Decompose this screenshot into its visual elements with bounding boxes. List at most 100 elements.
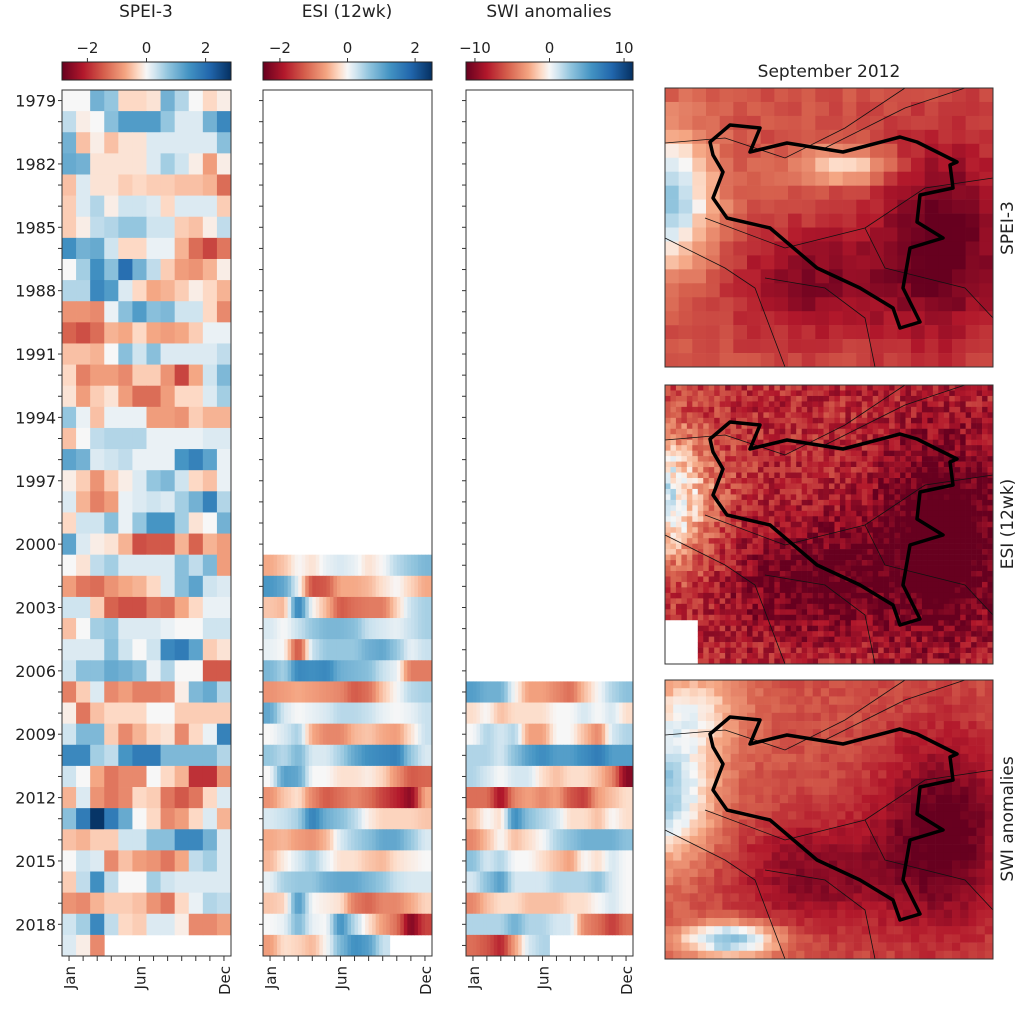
heatmap-cell: [570, 808, 574, 830]
heatmap-cell: [291, 808, 295, 830]
map-cell: [698, 609, 704, 615]
map-cell: [698, 631, 704, 637]
heatmap-cell: [274, 787, 278, 809]
map-cell: [692, 228, 706, 242]
heatmap-cell: [298, 639, 302, 661]
map-cell: [692, 445, 698, 451]
map-cell: [845, 516, 851, 522]
heatmap-cell: [623, 914, 627, 936]
map-cell: [665, 582, 671, 588]
heatmap-cell: [518, 724, 522, 746]
map-cell: [867, 576, 873, 582]
heatmap-cell: [588, 745, 592, 767]
map-cell: [851, 533, 857, 539]
map-cell: [747, 456, 753, 462]
heatmap-cell: [404, 597, 408, 619]
map-cell: [925, 214, 939, 228]
heatmap-cell: [217, 491, 231, 513]
map-cell: [752, 385, 758, 391]
heatmap-cell: [189, 343, 203, 365]
map-cell: [788, 269, 802, 283]
map-cell: [815, 200, 829, 214]
map-cell: [709, 598, 715, 604]
map-cell: [966, 186, 980, 200]
heatmap-cell: [553, 724, 557, 746]
map-cell: [774, 423, 780, 429]
heatmap-cell: [147, 534, 161, 556]
heatmap-cell: [553, 745, 557, 767]
map-cell: [763, 483, 769, 489]
heatmap-cell: [407, 850, 411, 872]
map-cell: [774, 200, 788, 214]
map-cell: [906, 478, 912, 484]
heatmap-cell: [132, 470, 146, 492]
map-cell: [742, 555, 748, 561]
heatmap-cell: [425, 681, 429, 703]
map-cell: [900, 473, 906, 479]
map-cell: [703, 593, 709, 599]
map-cell: [665, 549, 671, 555]
map-cell: [687, 659, 693, 665]
map-cell: [815, 283, 829, 297]
map-cell: [796, 505, 802, 511]
heatmap-cell: [421, 850, 425, 872]
map-cell: [752, 390, 758, 396]
heatmap-cell: [588, 766, 592, 788]
heatmap-cell: [344, 914, 348, 936]
map-cell: [851, 637, 857, 643]
map-cell: [851, 615, 857, 621]
map-cell: [813, 555, 819, 561]
map-cell: [774, 587, 780, 593]
map-cell: [856, 549, 862, 555]
map-cell: [752, 598, 758, 604]
heatmap-cell: [397, 787, 401, 809]
map-cell: [813, 494, 819, 500]
map-cell: [824, 587, 830, 593]
heatmap-cell: [337, 597, 341, 619]
heatmap-cell: [494, 808, 498, 830]
map-cell: [873, 473, 879, 479]
map-cell: [867, 505, 873, 511]
map-cell: [856, 533, 862, 539]
map-cell: [665, 615, 671, 621]
map-cell: [824, 631, 830, 637]
heatmap-cell: [511, 829, 515, 851]
heatmap-cell: [316, 703, 320, 725]
heatmap-cell: [62, 322, 76, 344]
heatmap-cell: [386, 576, 390, 598]
heatmap-cell: [525, 850, 529, 872]
map-cell: [824, 659, 830, 665]
map-cell: [774, 311, 788, 325]
heatmap-cell: [584, 703, 588, 725]
map-cell: [878, 653, 884, 659]
map-cell: [829, 560, 835, 566]
map-cell: [780, 582, 786, 588]
heatmap-cell: [263, 787, 267, 809]
heatmap-cell: [330, 766, 334, 788]
map-cell: [815, 353, 829, 367]
map-cell: [670, 516, 676, 522]
map-cell: [834, 648, 840, 654]
map-cell: [763, 434, 769, 440]
heatmap-cell: [90, 238, 104, 260]
map-cell: [698, 385, 704, 391]
map-cell: [884, 390, 890, 396]
heatmap-cell: [203, 386, 217, 408]
map-cell: [709, 566, 715, 572]
heatmap-cell: [483, 745, 487, 767]
map-cell: [731, 659, 737, 665]
map-cell: [774, 604, 780, 610]
heatmap-cell: [305, 850, 309, 872]
map-cell: [802, 637, 808, 643]
map-cell: [851, 494, 857, 500]
heatmap-cell: [529, 829, 533, 851]
map-cell: [736, 483, 742, 489]
map-cell: [791, 549, 797, 555]
heatmap-cell: [518, 872, 522, 894]
year-tick-label: 2018: [15, 915, 56, 934]
map-cell: [747, 533, 753, 539]
map-cell: [752, 451, 758, 457]
heatmap-cell: [584, 872, 588, 894]
heatmap-cell: [203, 196, 217, 218]
